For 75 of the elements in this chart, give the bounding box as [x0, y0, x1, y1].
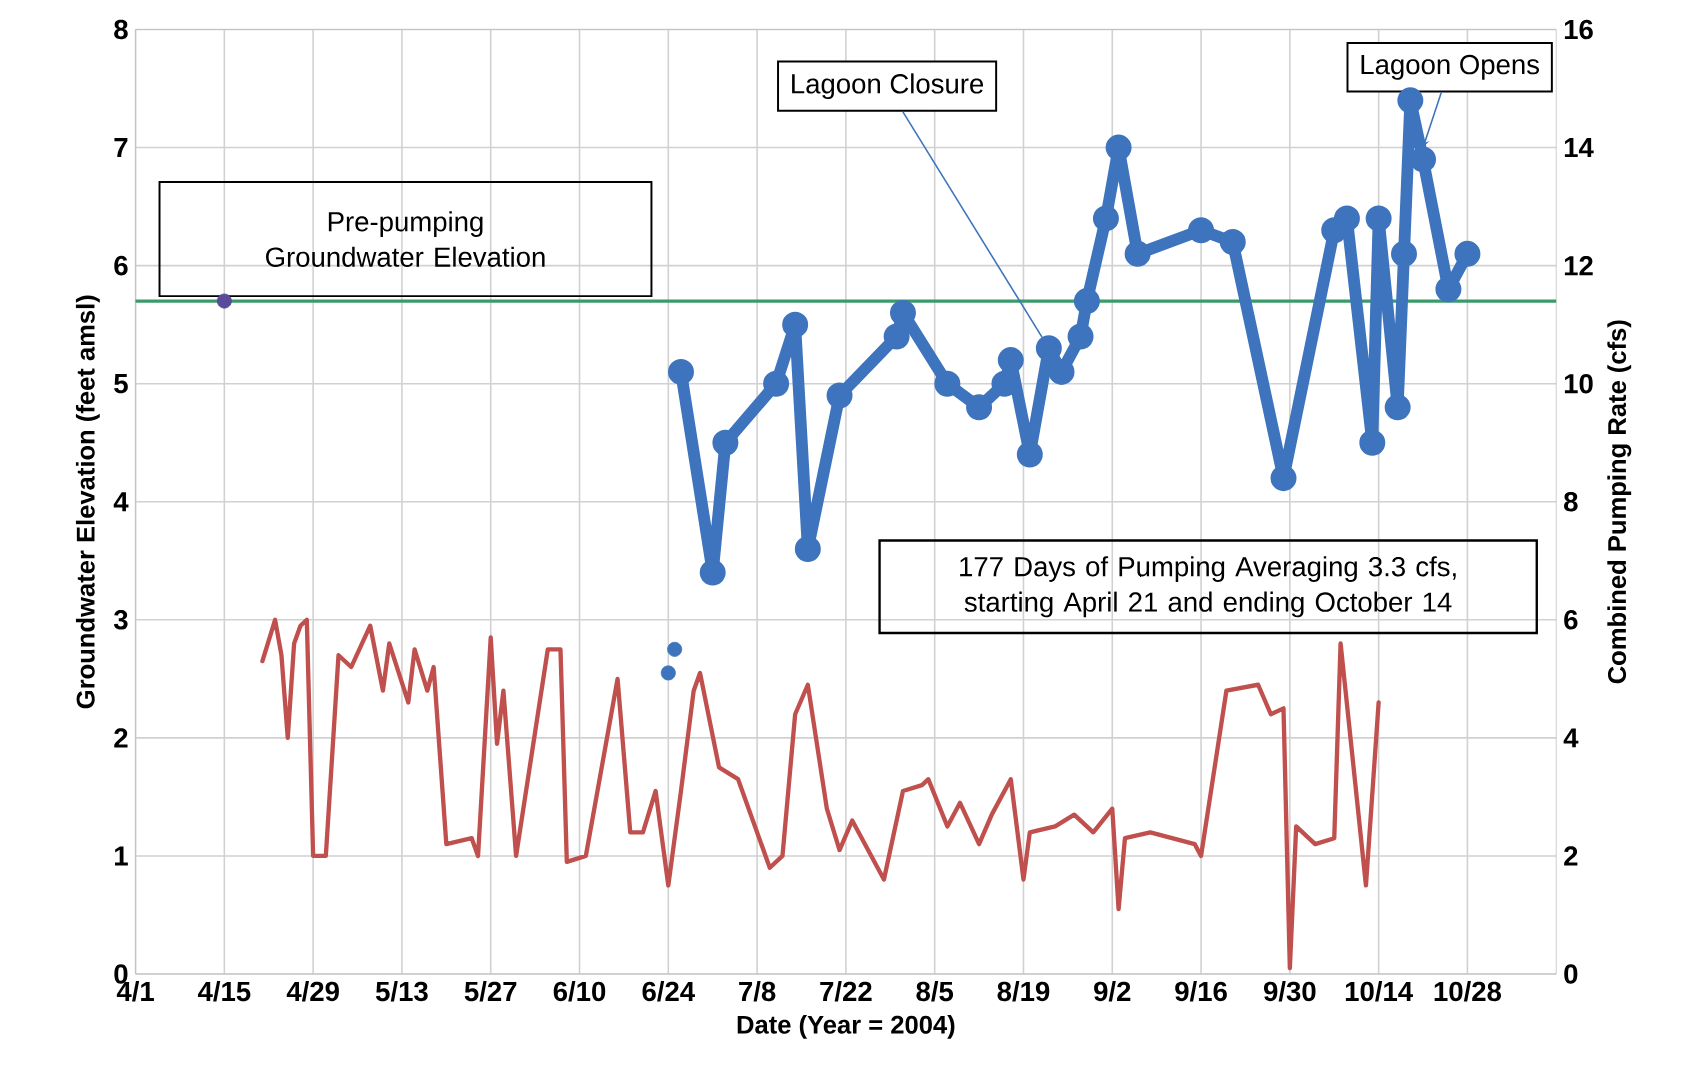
point [883, 323, 910, 350]
x-tick-label: 6/24 [642, 980, 695, 1002]
point [1035, 335, 1062, 362]
point [699, 559, 726, 586]
point [1048, 358, 1075, 385]
x-tick-label: 5/27 [464, 980, 517, 1002]
point [1365, 205, 1392, 232]
x-tick-label: 8/5 [916, 980, 954, 1002]
y2-tick-label: 16 [1564, 19, 1593, 40]
point [1219, 228, 1246, 255]
y2-tick-label: 4 [1563, 728, 1579, 748]
point [1188, 217, 1215, 244]
y2-axis-title: Combined Pumping Rate (cfs) [1607, 320, 1632, 684]
point [1067, 323, 1094, 350]
y2-tick-label: 12 [1564, 255, 1593, 276]
point [794, 535, 821, 562]
point [966, 394, 993, 421]
y-tick-label: 6 [114, 255, 128, 276]
point [826, 382, 853, 409]
y2-tick-label: 8 [1564, 491, 1578, 512]
point [1384, 394, 1411, 421]
point [1073, 287, 1100, 314]
point [1391, 240, 1417, 267]
point [667, 641, 683, 657]
y-tick-label: 8 [114, 19, 128, 40]
point [1397, 87, 1424, 114]
x-tick-label: 10/28 [1434, 980, 1502, 1002]
point [660, 665, 676, 681]
point [1016, 441, 1043, 468]
y-tick-label: 2 [114, 728, 128, 748]
x-tick-label: 6/10 [553, 980, 606, 1002]
point [934, 370, 961, 397]
x-tick-label: 4/15 [197, 980, 251, 1002]
y-tick-label: 5 [114, 373, 128, 394]
annotation: Lagoon Closure [792, 73, 984, 99]
x-tick-label: 9/16 [1175, 980, 1227, 1002]
point [889, 299, 916, 326]
x-tick-label: 10/14 [1345, 980, 1413, 1002]
x-tick-label: 9/30 [1263, 980, 1316, 1002]
point [1454, 240, 1481, 267]
point [1270, 465, 1297, 491]
annotation: 177 Days of Pumping Averaging 3.3 cfs, starting April 21 and ending October 14 [960, 556, 1456, 618]
y2-tick-label: 10 [1564, 373, 1593, 394]
point [1410, 146, 1437, 173]
y-tick-label: 3 [113, 609, 128, 630]
point [1435, 276, 1462, 303]
x-tick-label: 5/13 [375, 980, 428, 1002]
y-axis-title: Groundwater Elevation (feet amsl) [75, 295, 100, 709]
point [1359, 429, 1386, 456]
point [712, 429, 739, 456]
x-tick-label: 7/22 [820, 980, 872, 1002]
x-tick-label: 7/8 [739, 980, 776, 1002]
x-axis-title: Date (Year = 2004) [737, 1014, 955, 1039]
point [667, 358, 694, 385]
point [1124, 240, 1151, 267]
point [216, 293, 232, 309]
x-tick-label: 4/29 [286, 980, 339, 1002]
y2-tick-label: 0 [1564, 964, 1578, 984]
ref-line-label: Pre-pumping Groundwater Elevation [266, 211, 545, 267]
point [1092, 205, 1119, 232]
x-tick-label: 9/2 [1094, 980, 1131, 1002]
point [1333, 205, 1360, 232]
y2-tick-label: 14 [1564, 137, 1594, 157]
point [997, 346, 1024, 373]
point [1105, 134, 1132, 161]
point [782, 311, 809, 338]
annotation: Lagoon Opens [1361, 54, 1539, 80]
y-tick-label: 4 [113, 492, 129, 512]
line-series [260, 617, 1381, 971]
x-tick-label: 8/19 [997, 980, 1050, 1002]
point [763, 370, 790, 397]
y-tick-label: 7 [114, 137, 128, 157]
y-tick-label: 1 [115, 846, 128, 866]
y2-tick-label: 2 [1564, 846, 1578, 866]
y2-tick-label: 6 [1564, 609, 1578, 630]
